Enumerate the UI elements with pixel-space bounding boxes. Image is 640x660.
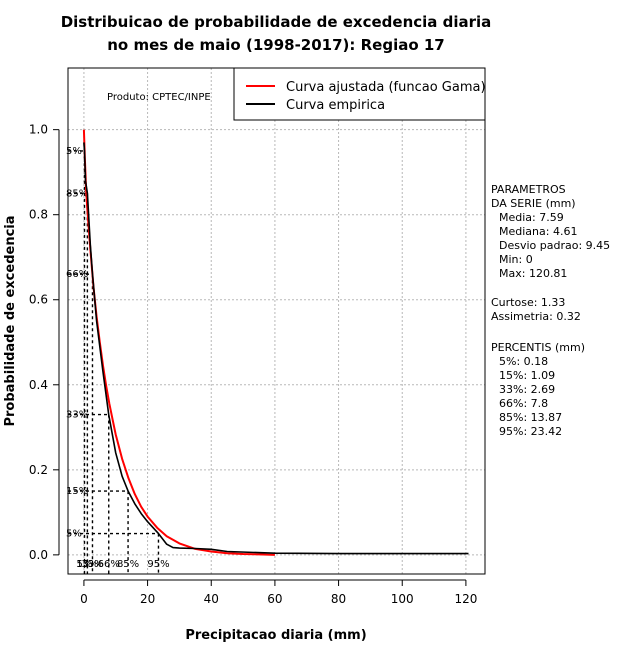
x-tick-label: 120 (454, 592, 477, 606)
y-tick-label: 0.8 (29, 208, 48, 222)
percentis-header: PERCENTIS (mm) (491, 341, 585, 354)
legend-label-fitted: Curva ajustada (funcao Gama) (286, 80, 486, 95)
y-tick-label: 0.2 (29, 463, 48, 477)
stat-assimetria: Assimetria: 0.32 (491, 310, 581, 323)
x-tick-label: 20 (140, 592, 155, 606)
chart-title-line-2: no mes de maio (1998-2017): Regiao 17 (107, 36, 445, 54)
product-note: Produto: CPTEC/INPE (107, 92, 211, 103)
series-lines (82, 129, 469, 556)
axes: 0 20 40 60 80 100 120 0.0 0.2 0.4 0.6 0.8 1.0 (29, 123, 477, 606)
plot-frame (67, 67, 486, 575)
stat-max: Max: 120.81 (499, 267, 567, 280)
stats-header-2: DA SERIE (mm) (491, 197, 576, 210)
percentil-85: 85%: 13.87 (499, 411, 562, 424)
percentile-y-label: 66% (66, 269, 88, 280)
percentile-y-label: 5% (66, 529, 82, 540)
stat-desvio: Desvio padrao: 9.45 (499, 239, 610, 252)
x-tick-label: 40 (204, 592, 219, 606)
percentile-markers: 5%5%85%15%66%33%33%66%15%85%5%95% (66, 146, 170, 574)
chart-title-line-1: Distribuicao de probabilidade de exceden… (61, 13, 492, 31)
percentile-y-label: 5% (66, 146, 82, 157)
y-axis-label: Probabilidade de excedencia (3, 215, 18, 426)
stat-curtose: Curtose: 1.33 (491, 296, 565, 309)
percentil-33: 33%: 2.69 (499, 383, 555, 396)
x-tick-label: 100 (391, 592, 414, 606)
y-tick-label: 0.0 (29, 548, 48, 562)
percentil-66: 66%: 7.8 (499, 397, 548, 410)
legend: Curva ajustada (funcao Gama) Curva empir… (233, 67, 486, 121)
stat-mediana: Mediana: 4.61 (499, 225, 577, 238)
y-tick-label: 1.0 (29, 123, 48, 137)
percentile-x-label: 95% (147, 559, 169, 570)
x-axis-label: Precipitacao diaria (mm) (185, 628, 366, 643)
stats-header-1: PARAMETROS (491, 183, 566, 196)
x-tick-label: 0 (80, 592, 88, 606)
x-tick-label: 60 (267, 592, 282, 606)
stats-panel: PARAMETROS DA SERIE (mm) Media: 7.59 Med… (491, 183, 610, 438)
percentil-95: 95%: 23.42 (499, 425, 562, 438)
y-tick-label: 0.6 (29, 293, 48, 307)
percentile-x-label: 66% (98, 559, 120, 570)
grid-lines (68, 68, 485, 574)
percentile-x-label: 15% (76, 559, 98, 570)
percentile-y-label: 15% (66, 486, 88, 497)
stat-min: Min: 0 (499, 253, 533, 266)
y-tick-label: 0.4 (29, 378, 48, 392)
percentil-15: 15%: 1.09 (499, 369, 555, 382)
stat-media: Media: 7.59 (499, 211, 564, 224)
legend-box (233, 67, 486, 121)
percentile-x-label: 85% (117, 559, 139, 570)
percentile-y-label: 85% (66, 188, 88, 199)
percentile-x-label: 5% (77, 559, 93, 570)
percentile-y-label: 33% (66, 410, 88, 421)
x-tick-label: 80 (331, 592, 346, 606)
percentil-5: 5%: 0.18 (499, 355, 548, 368)
percentile-x-label: 33% (81, 559, 103, 570)
legend-label-empirical: Curva empirica (286, 98, 385, 113)
series-line-empirical (83, 142, 469, 555)
